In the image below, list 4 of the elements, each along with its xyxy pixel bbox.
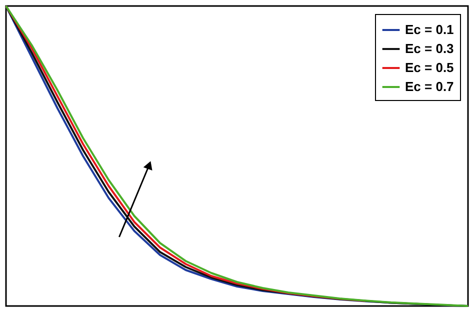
legend-label: Ec = 0.5 (405, 60, 454, 75)
legend-label: Ec = 0.1 (405, 22, 454, 37)
legend-label: Ec = 0.7 (405, 79, 454, 94)
legend-label: Ec = 0.3 (405, 41, 454, 56)
